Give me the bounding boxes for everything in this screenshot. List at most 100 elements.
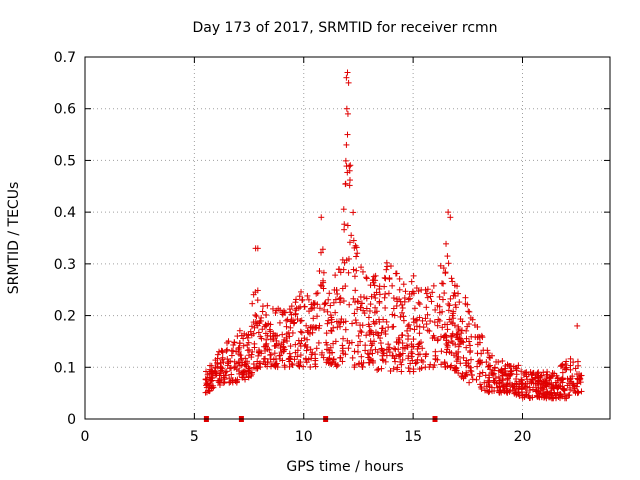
y-tick-label: 0 xyxy=(67,412,76,428)
data-point xyxy=(337,323,344,330)
data-point xyxy=(219,356,226,363)
data-point xyxy=(511,390,518,397)
data-point xyxy=(350,266,357,273)
data-point xyxy=(458,337,465,344)
data-point xyxy=(491,367,498,374)
data-point xyxy=(385,324,392,331)
data-point xyxy=(370,338,377,345)
data-point xyxy=(342,326,349,333)
data-point xyxy=(298,288,305,295)
data-point xyxy=(540,386,547,393)
data-point xyxy=(378,329,385,336)
data-point xyxy=(526,384,533,391)
data-point xyxy=(237,362,244,369)
data-point xyxy=(346,167,353,174)
data-point xyxy=(293,305,300,312)
data-point xyxy=(236,340,243,347)
data-point xyxy=(436,293,443,300)
data-point xyxy=(331,286,338,293)
data-point xyxy=(250,330,257,337)
data-point xyxy=(286,350,293,357)
data-point xyxy=(325,296,332,303)
data-point xyxy=(449,278,456,285)
data-point xyxy=(336,266,343,273)
data-point xyxy=(351,348,358,355)
data-point xyxy=(362,347,369,354)
data-point xyxy=(561,385,568,392)
data-point xyxy=(342,318,349,325)
data-point xyxy=(396,275,403,282)
data-point xyxy=(298,329,305,336)
data-point xyxy=(283,334,290,341)
data-point xyxy=(534,370,541,377)
data-point xyxy=(544,388,551,395)
data-point xyxy=(548,373,555,380)
data-point xyxy=(292,299,299,306)
data-point xyxy=(404,327,411,334)
data-point xyxy=(387,263,394,270)
data-point xyxy=(436,303,443,310)
data-point xyxy=(424,311,431,318)
data-point xyxy=(313,345,320,352)
data-point xyxy=(301,303,308,310)
data-point xyxy=(574,380,581,387)
data-point xyxy=(498,379,505,386)
data-point xyxy=(413,323,420,330)
data-point xyxy=(343,74,350,81)
data-point xyxy=(304,344,311,351)
data-point xyxy=(462,294,469,301)
data-point xyxy=(435,316,442,323)
data-point xyxy=(439,324,446,331)
data-point xyxy=(566,392,573,399)
data-point xyxy=(354,306,361,313)
data-point xyxy=(358,353,365,360)
data-point xyxy=(445,307,452,314)
data-point xyxy=(524,376,531,383)
data-point xyxy=(429,289,436,296)
data-point xyxy=(578,388,585,395)
data-point xyxy=(240,369,247,376)
data-point xyxy=(351,364,358,371)
data-point xyxy=(430,364,437,371)
data-point xyxy=(337,318,344,325)
data-point xyxy=(444,344,451,351)
data-point xyxy=(358,360,365,367)
data-point xyxy=(366,351,373,358)
data-point xyxy=(476,357,483,364)
data-point xyxy=(321,301,328,308)
data-point xyxy=(499,358,506,365)
data-point xyxy=(346,182,353,189)
data-point xyxy=(296,363,303,370)
data-point xyxy=(544,371,551,378)
data-point xyxy=(547,374,554,381)
data-point xyxy=(401,298,408,305)
data-point xyxy=(367,282,374,289)
data-point xyxy=(415,288,422,295)
data-point xyxy=(542,376,549,383)
data-point xyxy=(250,291,257,298)
data-point xyxy=(352,242,359,249)
data-point xyxy=(240,368,247,375)
data-point xyxy=(416,340,423,347)
data-point xyxy=(310,300,317,307)
data-point xyxy=(354,342,361,349)
data-point xyxy=(405,321,412,328)
data-point xyxy=(410,336,417,343)
data-point xyxy=(247,328,254,335)
data-point xyxy=(277,307,284,314)
data-point xyxy=(415,299,422,306)
data-point xyxy=(248,351,255,358)
data-point xyxy=(253,313,260,320)
data-point xyxy=(367,327,374,334)
data-point xyxy=(399,340,406,347)
data-point xyxy=(441,321,448,328)
data-point xyxy=(441,290,448,297)
data-point xyxy=(405,332,412,339)
data-point xyxy=(362,342,369,349)
data-point xyxy=(349,354,356,361)
data-point xyxy=(230,341,237,348)
data-point xyxy=(330,356,337,363)
data-point xyxy=(344,110,351,117)
data-point xyxy=(341,226,348,233)
data-point xyxy=(323,346,330,353)
